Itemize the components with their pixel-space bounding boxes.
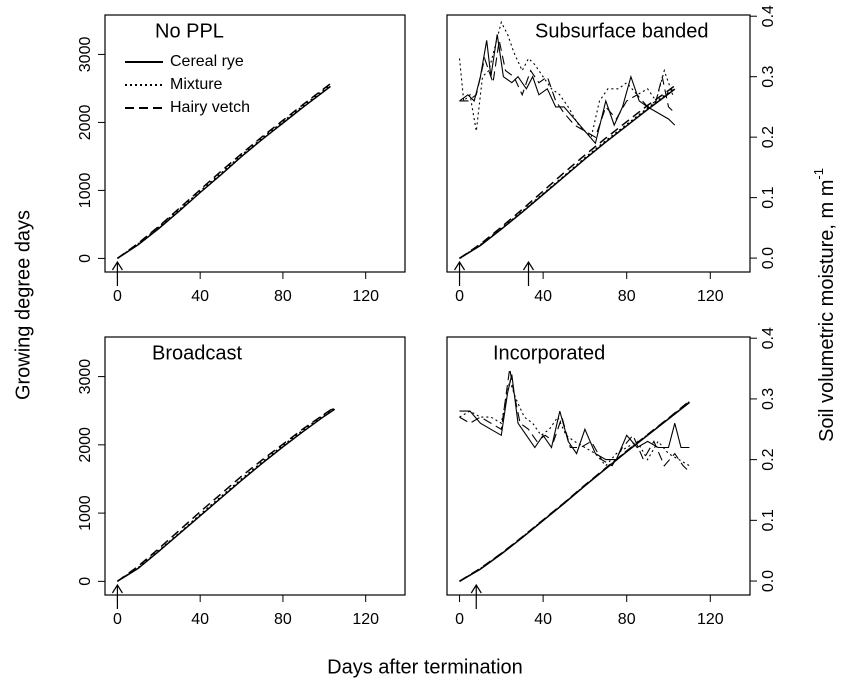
y2-tick-label: 0.4 — [760, 327, 777, 349]
gdd-line — [459, 85, 676, 260]
termination-arrow — [522, 260, 535, 286]
y2-tick-label: 0.2 — [760, 448, 777, 470]
legend-label: Hairy vetch — [170, 99, 250, 116]
plot-frame — [104, 14, 406, 273]
x-tick-label: 120 — [352, 611, 379, 628]
gdd-line — [459, 87, 676, 260]
y-axis-label: Growing degree days — [12, 210, 34, 400]
gdd-line — [116, 83, 331, 260]
termination-arrow — [111, 260, 123, 286]
y2-tick-label: 0.1 — [760, 509, 777, 531]
y-tick-label: 1000 — [77, 173, 94, 209]
panel-title: Broadcast — [152, 342, 242, 364]
y2-tick-label: 0.1 — [760, 186, 777, 208]
panel-title: Incorporated — [493, 342, 605, 364]
y-tick-label: 1000 — [77, 495, 94, 531]
gdd-line — [116, 85, 331, 260]
y2-axis-label-main: Soil volumetric moisture, m m — [816, 180, 838, 442]
x-tick-label: 0 — [455, 288, 464, 305]
y-tick-label: 2000 — [77, 105, 94, 141]
y-tick-label: 3000 — [77, 37, 94, 73]
gdd-line — [116, 406, 336, 582]
x-axis-label: Days after termination — [327, 656, 523, 678]
x-tick-label: 120 — [352, 288, 379, 305]
x-tick-label: 40 — [191, 611, 209, 628]
moisture-line — [459, 40, 676, 139]
moisture-line — [459, 34, 676, 145]
termination-arrow — [111, 583, 123, 609]
x-tick-label: 40 — [534, 288, 552, 305]
moisture-line — [459, 374, 690, 461]
y2-tick-label: 0.0 — [760, 570, 777, 592]
plot-frame — [446, 14, 751, 273]
panel-title: No PPL — [155, 20, 224, 42]
x-tick-label: 120 — [697, 611, 724, 628]
moisture-line — [459, 378, 690, 467]
x-tick-label: 80 — [274, 611, 292, 628]
y2-tick-label: 0.2 — [760, 126, 777, 148]
y2-tick-label: 0.3 — [760, 65, 777, 87]
y-tick-label: 0 — [77, 254, 94, 263]
x-tick-label: 40 — [191, 288, 209, 305]
legend-label: Mixture — [170, 76, 223, 93]
x-tick-label: 80 — [618, 611, 636, 628]
y2-axis-label: Soil volumetric moisture, m m-1 — [811, 168, 838, 442]
x-tick-label: 0 — [113, 611, 122, 628]
x-tick-label: 80 — [618, 288, 636, 305]
gdd-line — [459, 400, 690, 582]
y2-tick-label: 0.4 — [760, 5, 777, 27]
x-tick-label: 40 — [534, 611, 552, 628]
y2-axis-label-superscript: -1 — [811, 168, 826, 180]
y-tick-label: 0 — [77, 577, 94, 586]
plot-frame — [104, 336, 406, 596]
gdd-line — [116, 84, 331, 260]
y2-tick-label: 0.0 — [760, 247, 777, 269]
termination-arrow — [454, 260, 466, 286]
y-tick-label: 3000 — [77, 359, 94, 395]
x-tick-label: 0 — [113, 288, 122, 305]
panel-title: Subsurface banded — [535, 20, 708, 42]
y-tick-label: 2000 — [77, 427, 94, 463]
x-tick-label: 80 — [274, 288, 292, 305]
moisture-line — [458, 20, 674, 139]
x-tick-label: 120 — [697, 288, 724, 305]
y2-tick-label: 0.3 — [760, 388, 777, 410]
legend-label: Cereal rye — [170, 53, 244, 70]
termination-arrow — [470, 583, 482, 609]
plot-frame — [446, 336, 751, 596]
moisture-line — [459, 368, 690, 473]
x-tick-label: 0 — [455, 611, 464, 628]
